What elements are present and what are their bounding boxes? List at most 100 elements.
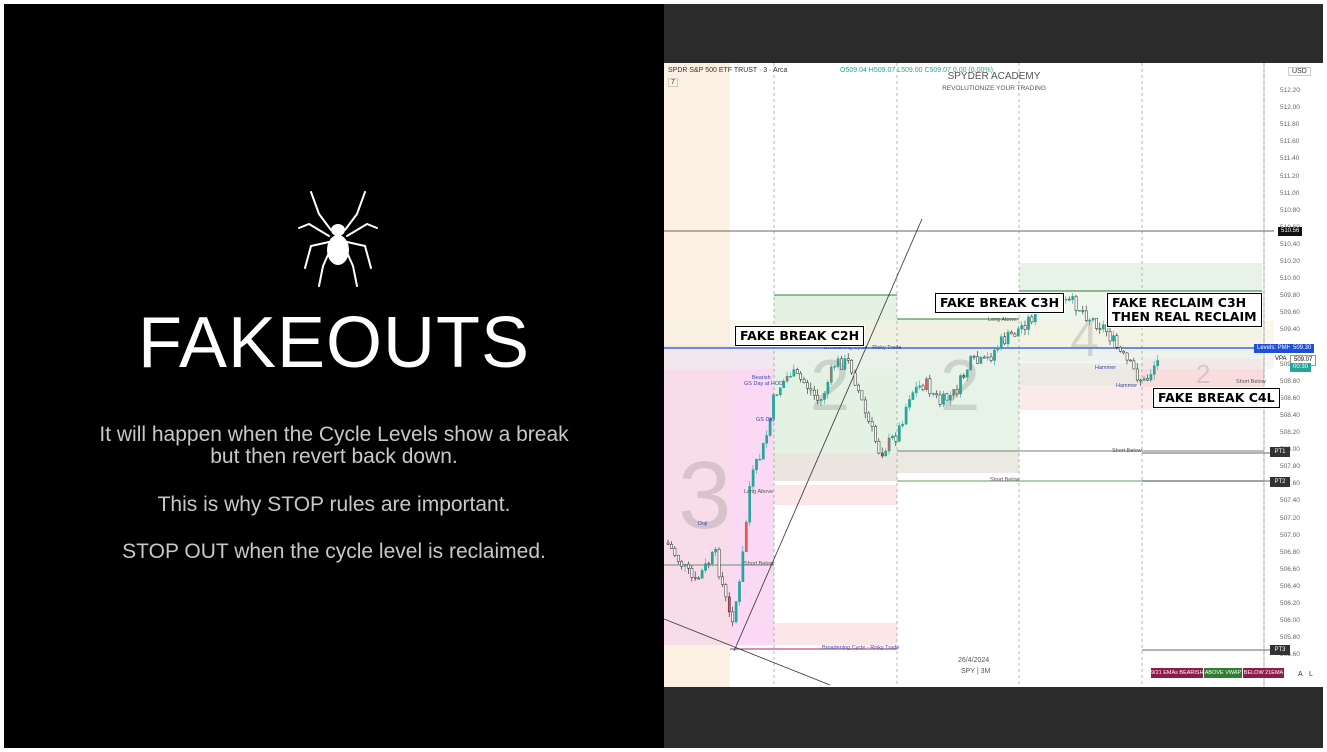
callout-reclaim-line2: THEN REAL RECLAIM — [1112, 309, 1257, 324]
candle-body — [785, 376, 789, 382]
candle-body — [1142, 378, 1146, 381]
candle-body — [843, 358, 847, 370]
candle-body — [687, 563, 690, 569]
candle-body — [1101, 324, 1105, 330]
price-axis-label: 511.20 — [1280, 172, 1300, 180]
annot-long-above-2: Long Above — [988, 317, 1018, 323]
body-line-2: but then revert back down. — [210, 445, 458, 468]
candle-body — [863, 399, 867, 414]
candle-body — [806, 382, 809, 389]
price-axis-label: 506.20 — [1280, 600, 1300, 607]
candle-body — [925, 378, 928, 391]
candle-body — [731, 611, 735, 623]
price-axis-label: 508.20 — [1280, 429, 1300, 436]
candle-body — [758, 458, 762, 461]
annot-gs-day: GS Day — [756, 417, 776, 423]
ohlc-readout: O509.04 H509.07 L509.00 C509.07 0.00 (0.… — [840, 67, 993, 74]
candle-body — [884, 450, 888, 457]
candle-body — [1098, 328, 1102, 330]
candle-body — [897, 425, 901, 442]
candle-body — [999, 336, 1003, 348]
candle-body — [891, 435, 894, 439]
candle-body — [1135, 368, 1139, 381]
candle-body — [1139, 379, 1143, 382]
price-axis-label: 510.40 — [1280, 240, 1300, 248]
candle-body — [887, 437, 891, 452]
candle-body — [1067, 298, 1071, 301]
candle-body — [1030, 316, 1034, 323]
candle-body — [989, 356, 993, 361]
callout-fake-reclaim-c3h: FAKE RECLAIM C3H THEN REAL RECLAIM — [1107, 293, 1262, 327]
cycle-digit-4: 4 — [1070, 310, 1099, 368]
annot-short-below-1: Short Below — [744, 561, 774, 567]
candle-body — [1081, 310, 1085, 312]
watermark-title: SPYDER ACADEMY — [947, 71, 1041, 82]
candle-body — [938, 394, 942, 405]
candle-body — [693, 577, 697, 579]
candle-body — [704, 563, 707, 571]
price-axis-label: 509.40 — [1280, 326, 1300, 334]
price-axis-label: 507.20 — [1280, 514, 1300, 522]
candle-body — [921, 385, 925, 391]
currency-select[interactable]: USD — [1288, 67, 1311, 76]
price-axis-label: 506.40 — [1280, 582, 1300, 590]
price-axis-label: 512.20 — [1280, 87, 1300, 94]
body-line-1: It will happen when the Cycle Levels sho… — [99, 423, 569, 446]
candle-body — [931, 393, 935, 395]
cycle-digit-2b: 2 — [940, 346, 981, 426]
candle-body — [666, 542, 670, 545]
candle-body — [853, 372, 857, 386]
candle-body — [676, 555, 680, 562]
price-axis-label: 509.80 — [1280, 292, 1300, 300]
log-scale-button[interactable]: L — [1309, 671, 1313, 678]
candle-body — [1112, 335, 1115, 342]
annot-doji: Doji — [698, 521, 708, 527]
candle-body — [1064, 298, 1068, 301]
candle-body — [819, 399, 823, 401]
status-above-vwap: ABOVE VWAP — [1204, 668, 1242, 678]
candle-body — [812, 389, 816, 396]
candle-body — [1152, 365, 1156, 375]
trading-chart[interactable]: SPDR S&P 500 ETF TRUST · 3 · Arca O509.0… — [664, 63, 1325, 687]
candle-body — [996, 347, 1000, 351]
candle-body — [955, 389, 959, 395]
candle-body — [918, 385, 922, 388]
candle-body — [1074, 296, 1078, 311]
candle-body — [714, 549, 718, 553]
price-axis-label: 506.80 — [1280, 548, 1300, 556]
candle-body — [765, 435, 769, 444]
candle-body — [751, 469, 755, 487]
symbol-title[interactable]: SPDR S&P 500 ETF TRUST · 3 · Arca — [668, 67, 788, 74]
pt1-tag: PT1 — [1270, 447, 1290, 457]
price-axis-label: 511.00 — [1280, 189, 1300, 197]
candle-body — [1129, 359, 1132, 362]
candle-body — [969, 355, 973, 371]
candle-body — [908, 399, 911, 408]
candle-body — [792, 369, 796, 377]
candle-body — [823, 393, 826, 400]
price-tag-upper: 510.56 — [1278, 227, 1303, 236]
candle-body — [724, 584, 728, 598]
autoscale-button[interactable]: A — [1298, 671, 1303, 678]
candle-body — [993, 349, 996, 361]
countdown-tag: 00:30 — [1290, 363, 1312, 372]
candle-body — [816, 394, 820, 401]
vpa-tag-label: VPA — [1275, 356, 1287, 362]
candle-body — [1118, 346, 1122, 352]
candle-body — [727, 596, 731, 613]
annot-bearish: Bearish — [752, 375, 771, 381]
candle-body — [877, 440, 881, 454]
candle-body — [880, 452, 884, 457]
candle-body — [697, 577, 701, 580]
candle-body — [1146, 378, 1149, 381]
callout-fake-break-c4l: FAKE BREAK C4L — [1153, 388, 1280, 408]
candle-body — [809, 388, 813, 391]
price-axis-label: 508.80 — [1280, 377, 1300, 385]
callout-fake-break-c2h: FAKE BREAK C2H — [735, 326, 865, 346]
candle-body — [935, 393, 939, 396]
candle-body — [1013, 333, 1017, 337]
candle-body — [1084, 310, 1088, 322]
indicator-toggle[interactable]: 7 — [668, 78, 678, 87]
price-axis-label: 511.80 — [1280, 121, 1300, 129]
candle-body — [1078, 310, 1081, 312]
